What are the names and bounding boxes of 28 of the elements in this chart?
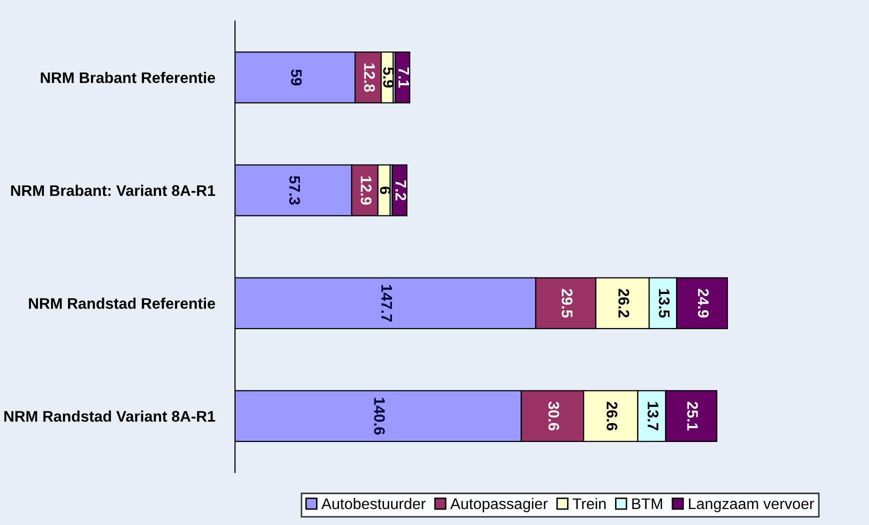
legend-label: BTM xyxy=(632,498,662,510)
data-label: 24.9 xyxy=(698,288,709,318)
data-label: 30.6 xyxy=(548,402,560,430)
data-label: 57.3 xyxy=(289,176,300,205)
legend-label: Autobestuurder xyxy=(321,498,426,510)
data-label: 13.5 xyxy=(658,289,670,318)
data-label: 6 xyxy=(380,186,391,194)
data-label: 26.2 xyxy=(618,288,630,318)
legend-label: Trein xyxy=(572,498,606,510)
data-label: 140.6 xyxy=(374,398,385,435)
data-label: 12.8 xyxy=(364,64,375,92)
y-tick-label: NRM Brabant Referentie xyxy=(40,72,216,84)
data-label: 12.9 xyxy=(360,176,372,205)
data-label: 7.2 xyxy=(396,180,406,200)
y-tick-label: NRM Randstad Referentie xyxy=(28,298,216,309)
data-label: 7.1 xyxy=(398,67,410,88)
data-label: 13.7 xyxy=(648,402,658,430)
y-tick-label: NRM Brabant: Variant 8A-R1 xyxy=(11,184,216,196)
y-tick-label: NRM Randstad Variant 8A-R1 xyxy=(4,410,216,422)
data-label: 29.5 xyxy=(562,288,573,318)
data-label: 25.1 xyxy=(687,402,698,431)
data-label: 147.7 xyxy=(381,285,392,322)
bar xyxy=(394,51,410,104)
bar xyxy=(392,164,408,216)
data-label: 26.6 xyxy=(606,402,618,430)
legend-label: Autopassagier xyxy=(450,498,548,512)
legend-label: Langzaam vervoer xyxy=(688,498,814,512)
data-label: 59 xyxy=(290,69,302,86)
